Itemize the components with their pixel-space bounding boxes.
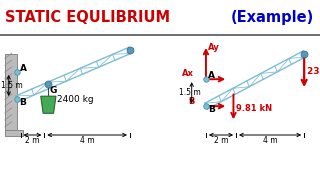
Text: 2400 kg: 2400 kg: [57, 95, 94, 104]
Polygon shape: [41, 96, 56, 113]
Text: (Example): (Example): [230, 10, 314, 25]
Text: B: B: [208, 105, 215, 114]
Text: B: B: [19, 98, 26, 107]
Text: 4 m: 4 m: [263, 136, 277, 145]
Text: G: G: [49, 86, 57, 95]
Text: 1.5 m: 1.5 m: [179, 88, 201, 97]
Text: B: B: [188, 97, 195, 106]
Text: 4 m: 4 m: [80, 136, 94, 145]
Polygon shape: [5, 130, 23, 136]
Text: A: A: [208, 71, 215, 80]
Text: A: A: [20, 64, 27, 73]
Text: 2 m: 2 m: [214, 136, 228, 145]
Text: 2 m: 2 m: [25, 136, 40, 145]
Text: Ax: Ax: [182, 69, 194, 78]
Polygon shape: [5, 54, 17, 130]
Text: Ay: Ay: [208, 42, 219, 51]
Text: 1.5 m: 1.5 m: [1, 81, 22, 90]
Text: 23.5 k: 23.5 k: [307, 67, 320, 76]
Text: STATIC EQULIBRIUM: STATIC EQULIBRIUM: [5, 10, 170, 25]
Text: 9.81 kN: 9.81 kN: [236, 104, 272, 113]
